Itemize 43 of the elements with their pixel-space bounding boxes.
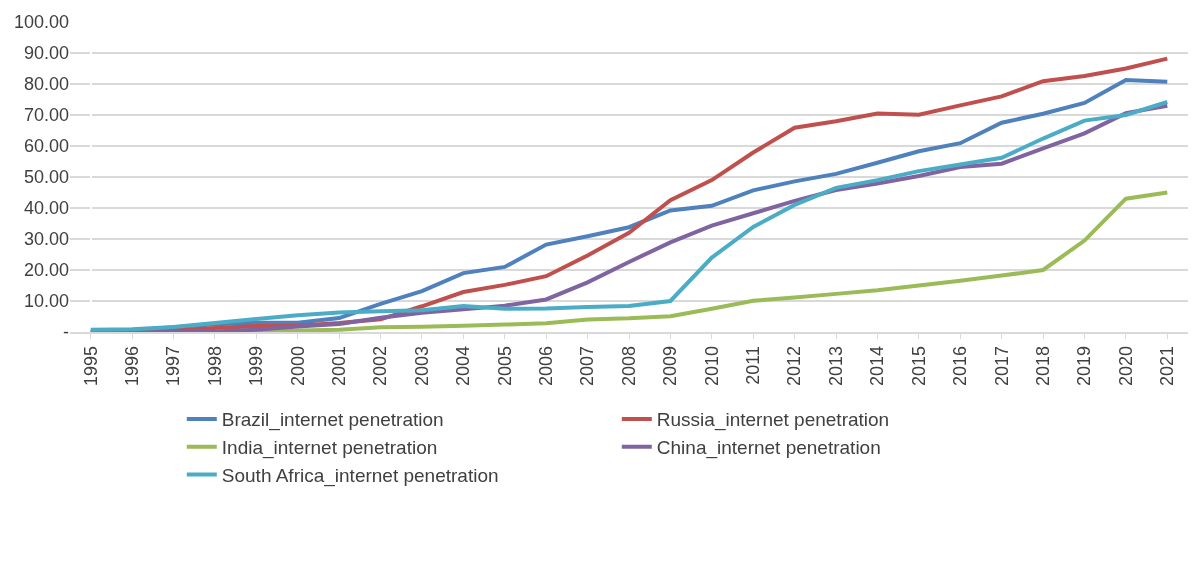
x-tick-label: 2012 — [784, 345, 805, 386]
x-tick-label: 2013 — [825, 345, 846, 386]
x-tick-label: 2009 — [660, 345, 681, 386]
x-tick-label: 2007 — [577, 345, 598, 386]
x-tick-label: 2002 — [370, 345, 391, 386]
x-tick-label: 2000 — [287, 345, 308, 386]
legend-label: India_internet penetration — [221, 437, 438, 460]
legend-label: Brazil_internet penetration — [221, 409, 444, 432]
x-tick-label: 2011 — [743, 345, 764, 385]
x-tick-label: 2020 — [1115, 345, 1136, 386]
y-tick-label: 40.00 — [23, 198, 69, 219]
y-tick-label: - — [63, 322, 69, 343]
legend-label: China_internet penetration — [656, 437, 881, 460]
y-tick-label: 20.00 — [23, 260, 69, 281]
x-tick-label: 2019 — [1074, 345, 1095, 386]
x-tick-label: 2006 — [536, 345, 557, 386]
x-tick-label: 2003 — [411, 345, 432, 386]
y-tick-label: 100.00 — [13, 12, 69, 33]
legend-label: South Africa_internet penetration — [221, 464, 499, 487]
y-tick-label: 50.00 — [23, 167, 69, 188]
x-tick-label: 2017 — [991, 345, 1012, 386]
x-tick-label: 2015 — [908, 345, 929, 386]
x-tick-label: 1998 — [204, 345, 225, 386]
x-tick-label: 1997 — [163, 345, 184, 386]
x-tick-label: 1996 — [121, 345, 142, 386]
x-tick-label: 2021 — [1157, 345, 1178, 386]
x-tick-label: 2001 — [329, 345, 349, 386]
x-tick-label: 2005 — [494, 345, 515, 386]
legend-label: Russia_internet penetration — [656, 409, 890, 432]
y-tick-label: 30.00 — [23, 229, 69, 250]
x-tick-label: 1999 — [246, 345, 267, 386]
x-tick-label: 2014 — [867, 345, 888, 386]
x-tick-label: 2010 — [701, 345, 722, 386]
y-tick-label: 60.00 — [23, 136, 69, 157]
y-tick-label: 70.00 — [23, 105, 69, 126]
y-tick-label: 10.00 — [23, 291, 69, 312]
x-tick-label: 2016 — [950, 345, 971, 386]
x-tick-label: 2008 — [618, 345, 639, 386]
y-tick-label: 90.00 — [23, 43, 69, 64]
x-tick-label: 2004 — [453, 345, 474, 386]
x-tick-label: 2018 — [1032, 345, 1053, 386]
x-tick-label: 1995 — [80, 345, 101, 386]
y-tick-label: 80.00 — [23, 74, 69, 95]
